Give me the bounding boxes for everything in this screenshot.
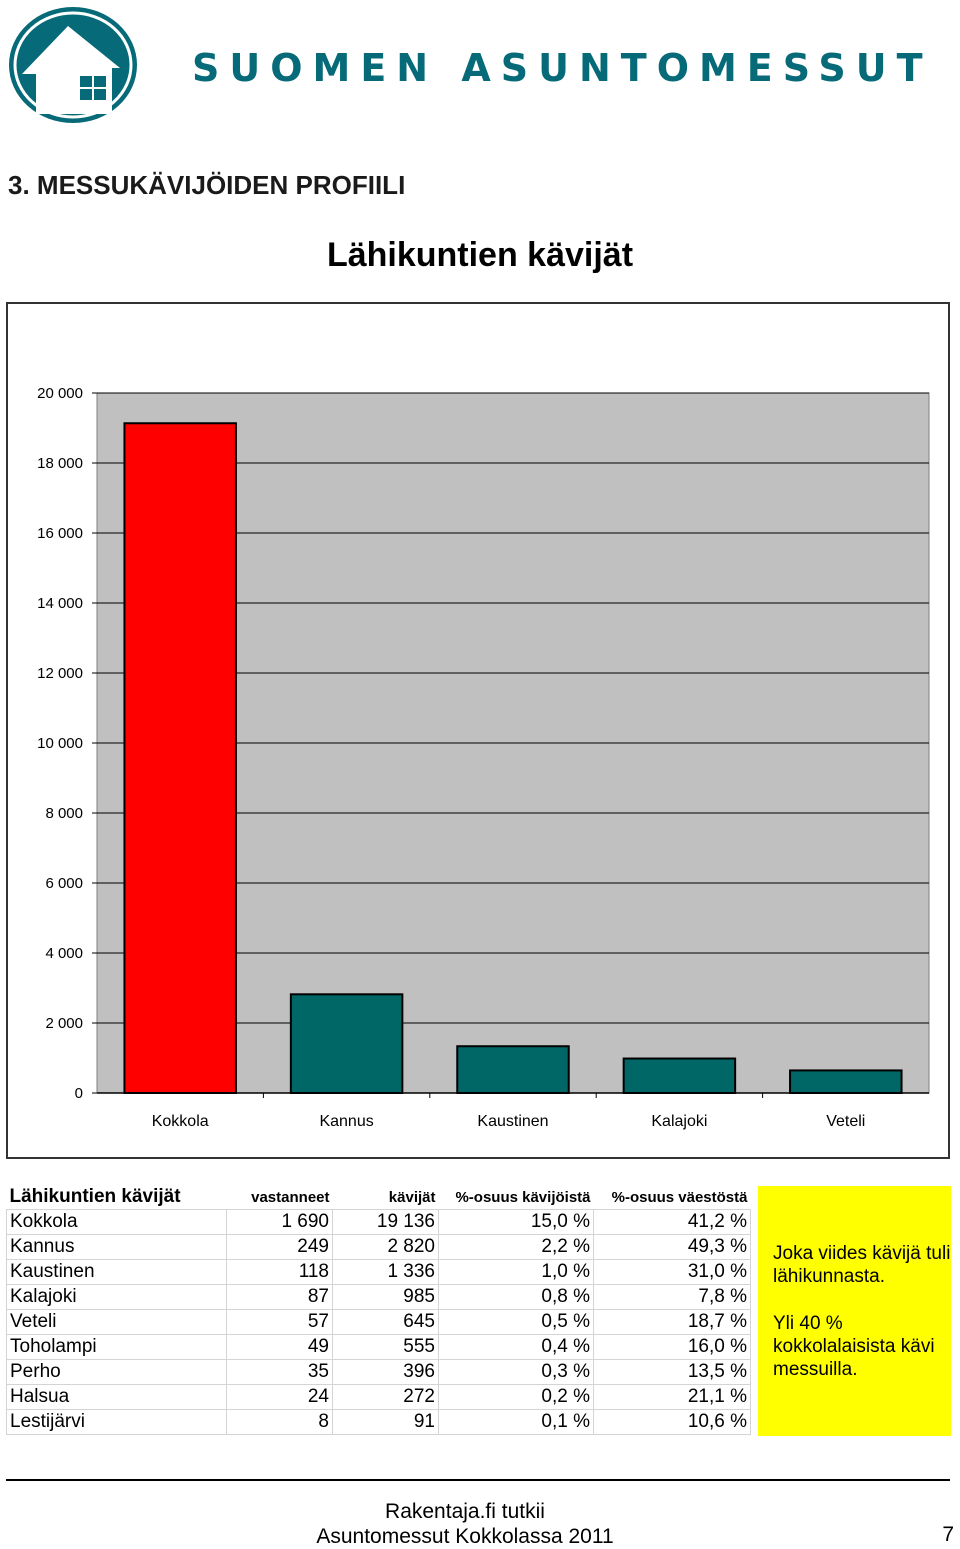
row-value: 1 690 (226, 1209, 333, 1235)
row-value: 18,7 % (593, 1309, 751, 1335)
row-value: 0,3 % (438, 1359, 594, 1385)
y-tick-label: 10 000 (37, 735, 83, 752)
highlight-note: Joka viides kävijä tuli lähikunnasta. Yl… (758, 1186, 951, 1436)
table-row: Kokkola 1 690 19 136 15,0 % 41,2 % (6, 1209, 751, 1235)
row-value: 555 (332, 1334, 439, 1360)
bar (289, 993, 404, 1094)
row-value: 249 (226, 1234, 333, 1260)
header-osuus-vaestosta: %-osuus väestöstä (611, 1188, 748, 1206)
x-tick-label: Kalajoki (651, 1113, 707, 1130)
row-value: 118 (226, 1259, 333, 1285)
row-value: 0,8 % (438, 1284, 594, 1310)
section-title: 3. MESSUKÄVIJÖIDEN PROFIILI (8, 170, 406, 200)
row-value: 49 (226, 1334, 333, 1360)
y-tick-label: 2 000 (45, 1015, 83, 1032)
table-row: Perho 35 396 0,3 % 13,5 % (6, 1359, 751, 1385)
table-row: Kannus 249 2 820 2,2 % 49,3 % (6, 1234, 751, 1260)
y-tick-label: 16 000 (37, 525, 83, 542)
row-value: 2,2 % (438, 1234, 594, 1260)
row-value: 49,3 % (593, 1234, 751, 1260)
row-label: Lestijärvi (6, 1409, 227, 1435)
row-value: 7,8 % (593, 1284, 751, 1310)
note-line-1: Joka viides kävijä tuli lähikunnasta. (773, 1243, 951, 1287)
table-row: Kalajoki 87 985 0,8 % 7,8 % (6, 1284, 751, 1310)
header-kavijat: kävijät (388, 1188, 436, 1206)
row-value: 0,2 % (438, 1384, 594, 1410)
visitor-table: Lähikuntien kävijät vastanneet kävijät %… (6, 1185, 751, 1435)
row-value: 2 820 (332, 1234, 439, 1260)
row-label: Kokkola (6, 1209, 227, 1235)
row-value: 8 (226, 1409, 333, 1435)
table-row: Toholampi 49 555 0,4 % 16,0 % (6, 1334, 751, 1360)
row-label: Kalajoki (6, 1284, 227, 1310)
row-value: 13,5 % (593, 1359, 751, 1385)
y-tick-label: 0 (75, 1085, 83, 1102)
table-header-row: Lähikuntien kävijät vastanneet kävijät %… (7, 1185, 751, 1210)
row-label: Toholampi (6, 1334, 227, 1360)
row-label: Perho (6, 1359, 227, 1385)
footer-line-1: Rakentaja.fi tutkii (385, 1500, 545, 1523)
y-tick-label: 6 000 (45, 875, 83, 892)
y-tick-label: 4 000 (45, 945, 83, 962)
x-tick-label: Kaustinen (477, 1113, 548, 1130)
row-value: 0,1 % (438, 1409, 594, 1435)
row-label: Veteli (6, 1309, 227, 1335)
row-value: 41,2 % (593, 1209, 751, 1235)
row-value: 15,0 % (438, 1209, 594, 1235)
x-tick-label: Kokkola (152, 1113, 209, 1130)
table-row: Veteli 57 645 0,5 % 18,7 % (6, 1309, 751, 1335)
header-vastanneet: vastanneet (251, 1188, 330, 1206)
row-value: 1 336 (332, 1259, 439, 1285)
row-value: 16,0 % (593, 1334, 751, 1360)
table-row: Halsua 24 272 0,2 % 21,1 % (6, 1384, 751, 1410)
bar (622, 1057, 737, 1095)
header-osuus-kavijoista: %-osuus kävijöistä (455, 1188, 591, 1206)
footer-line-2: Asuntomessut Kokkolassa 2011 (316, 1525, 614, 1548)
row-value: 31,0 % (593, 1259, 751, 1285)
bar (456, 1045, 570, 1094)
row-value: 985 (332, 1284, 439, 1310)
y-tick-label: 8 000 (45, 805, 83, 822)
row-value: 57 (226, 1309, 333, 1335)
row-value: 35 (226, 1359, 333, 1385)
row-value: 1,0 % (438, 1259, 594, 1285)
chart-container: 0 2 000 4 000 6 000 8 000 10 000 12 000 14 000 1… (6, 302, 950, 1159)
x-tick-label: Veteli (826, 1113, 865, 1130)
row-value: 645 (332, 1309, 439, 1335)
row-value: 19 136 (332, 1209, 439, 1235)
footer-divider (6, 1479, 950, 1481)
x-tick-label: Kannus (319, 1113, 373, 1130)
y-tick-label: 14 000 (37, 595, 83, 612)
row-value: 21,1 % (593, 1384, 751, 1410)
house-logo-icon (9, 7, 137, 123)
y-tick-label: 12 000 (37, 665, 83, 682)
y-tick-label: 20 000 (37, 385, 83, 402)
bar (789, 1069, 903, 1094)
table-row: Kaustinen 118 1 336 1,0 % 31,0 % (6, 1259, 751, 1285)
chart-title: Lähikuntien kävijät (326, 236, 634, 274)
row-value: 0,4 % (438, 1334, 594, 1360)
brand-name: SUOMEN ASUNTOMESSUT (192, 46, 933, 90)
row-value: 396 (332, 1359, 439, 1385)
row-value: 87 (226, 1284, 333, 1310)
y-tick-label: 18 000 (37, 455, 83, 472)
bar-chart: 0 2 000 4 000 6 000 8 000 10 000 12 000 14 000 1… (37, 385, 930, 1130)
row-label: Kaustinen (6, 1259, 227, 1285)
row-label: Halsua (6, 1384, 227, 1410)
bar (123, 422, 237, 1095)
row-value: 91 (332, 1409, 439, 1435)
row-value: 24 (226, 1384, 333, 1410)
row-value: 10,6 % (593, 1409, 751, 1435)
table-row: Lestijärvi 8 91 0,1 % 10,6 % (6, 1409, 751, 1435)
note-line-2: Yli 40 % kokkolalaisista kävi messuilla. (773, 1313, 935, 1380)
row-value: 272 (332, 1384, 439, 1410)
row-label: Kannus (6, 1234, 227, 1260)
page-number: 7 (942, 1523, 954, 1546)
table-title: Lähikuntien kävijät (9, 1186, 181, 1207)
row-value: 0,5 % (438, 1309, 594, 1335)
